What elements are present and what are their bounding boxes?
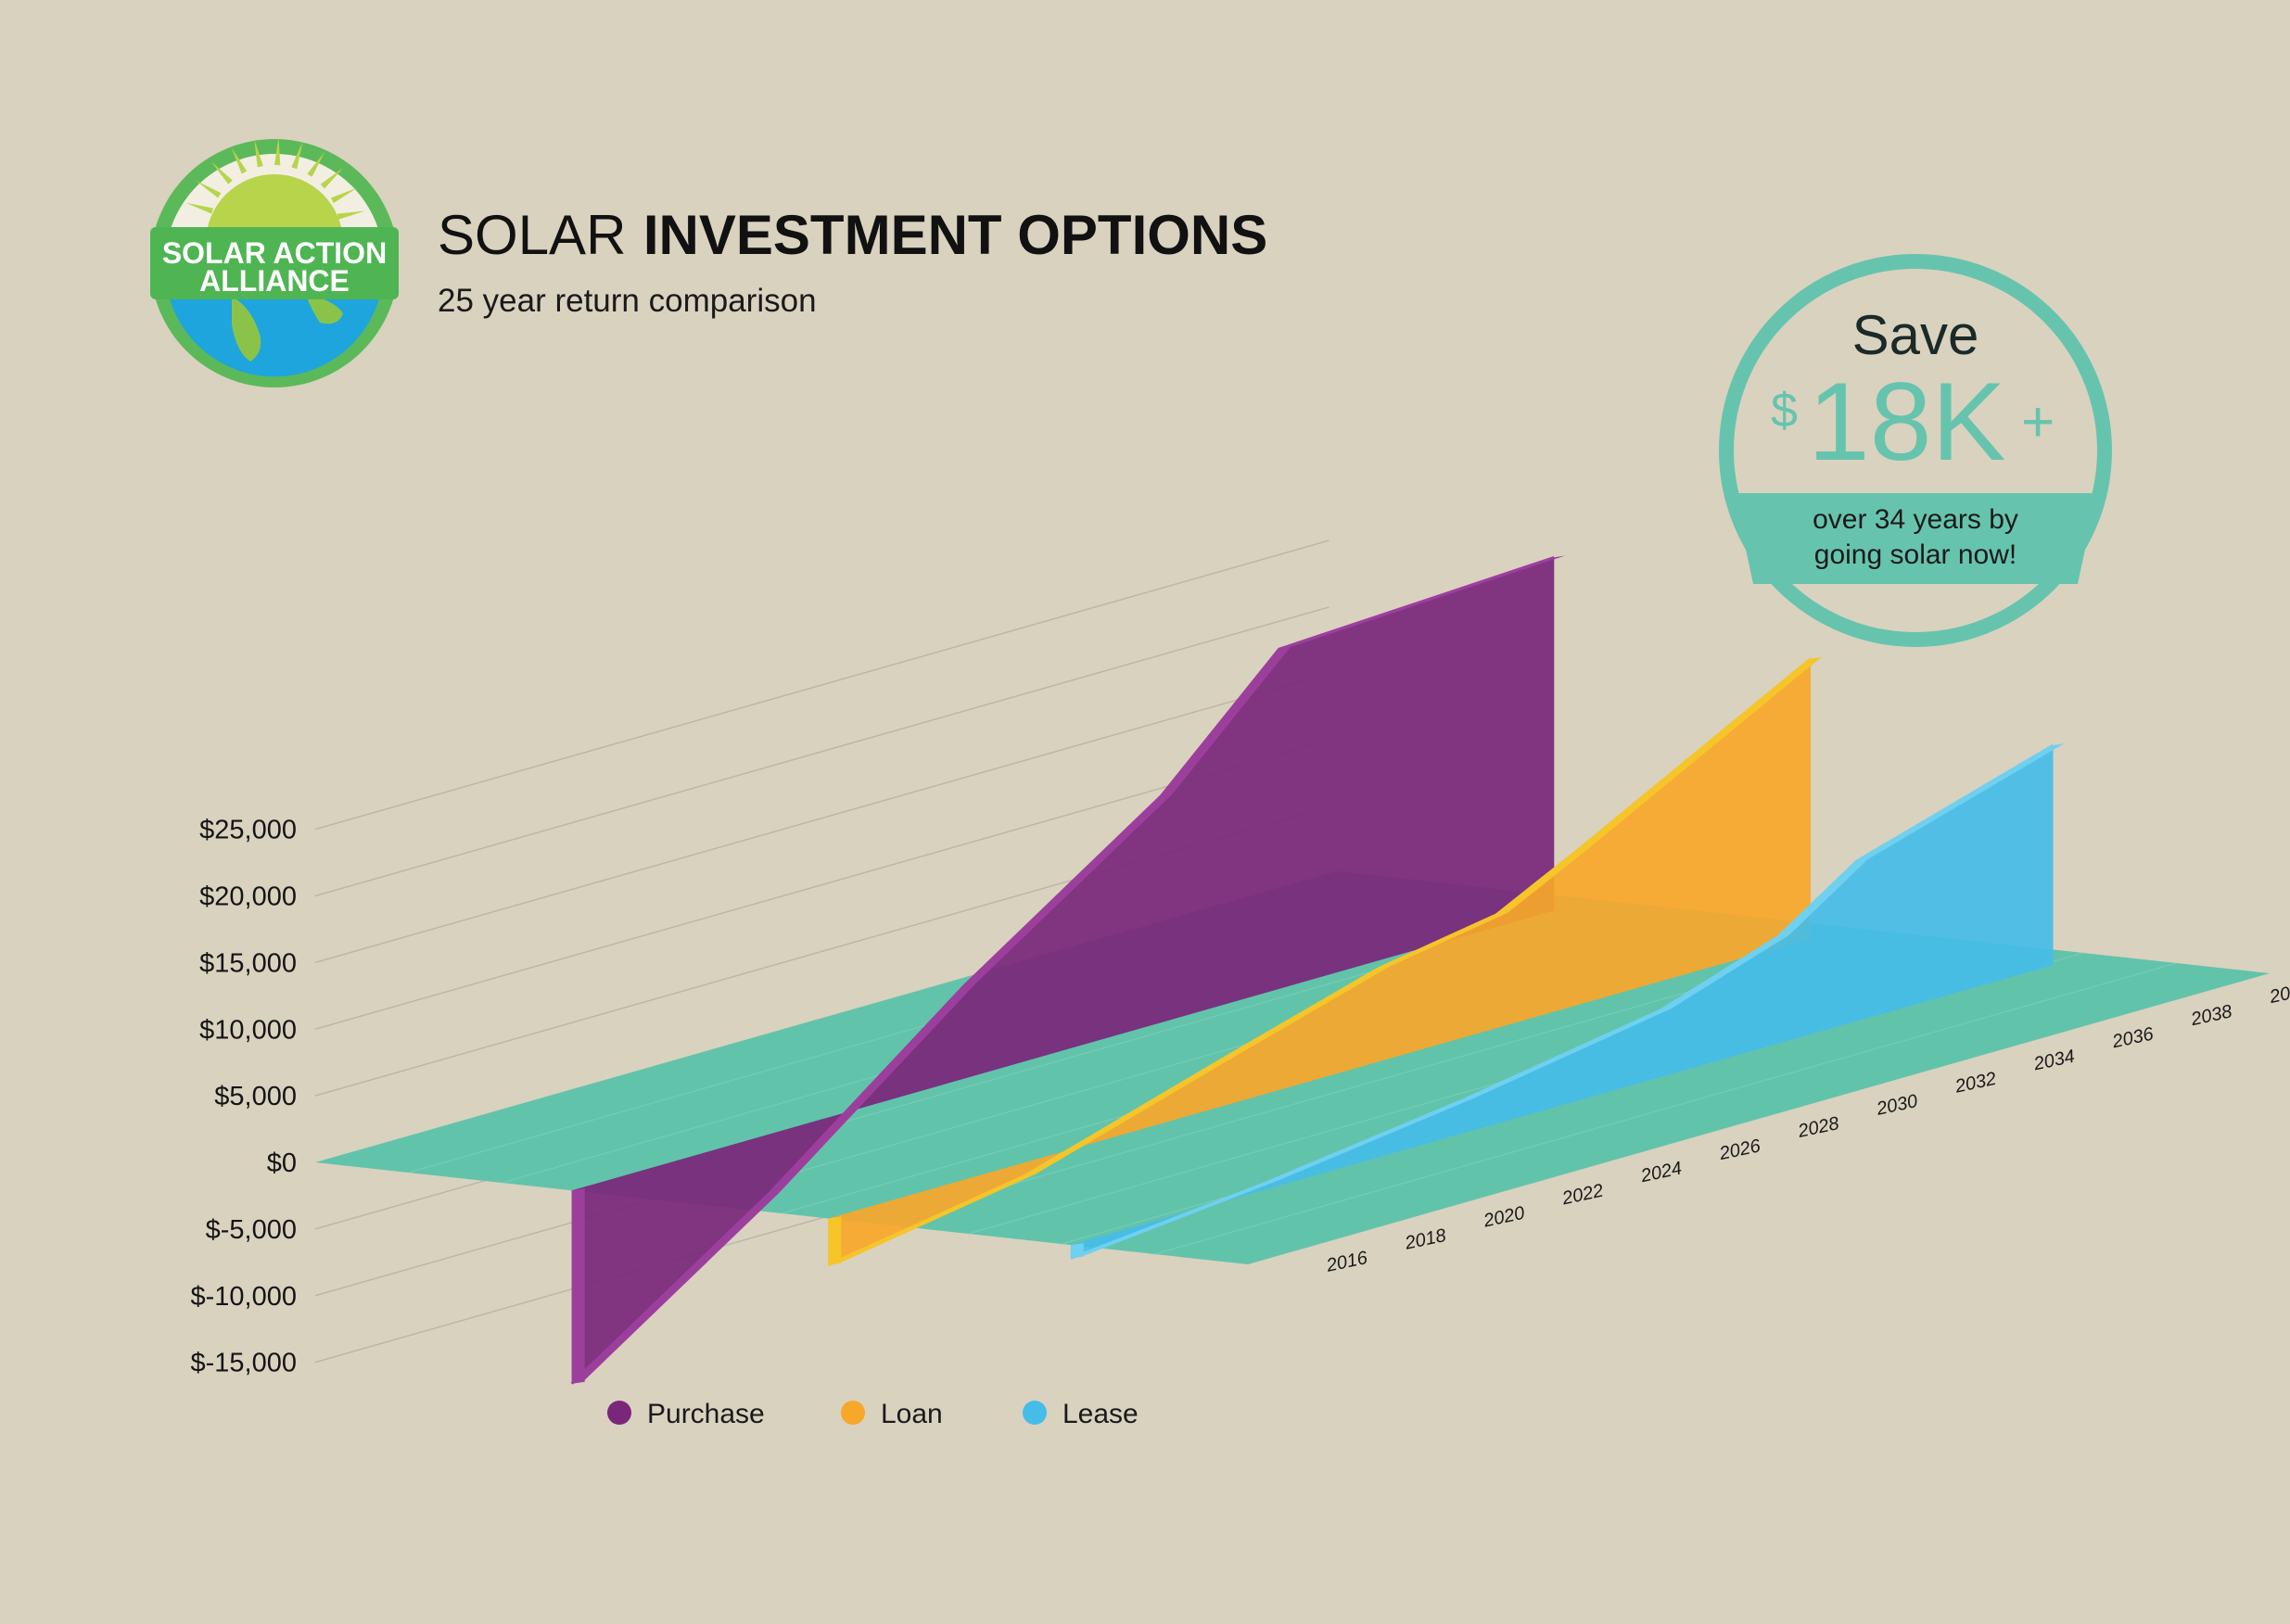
x-tick-label: 2032 — [1953, 1069, 1998, 1097]
sun-ray — [274, 137, 281, 166]
logo-line1: SOLAR ACTION — [162, 236, 387, 270]
sun-ray — [231, 147, 248, 174]
y-tick-label: $-15,000 — [191, 1349, 298, 1378]
y-tick-label: $-10,000 — [191, 1282, 298, 1312]
y-tick-label: $20,000 — [199, 882, 297, 912]
badge-plus: + — [2021, 390, 2055, 454]
title-light: SOLAR — [438, 204, 626, 266]
sun-ray — [291, 141, 303, 170]
x-tick-label: 2036 — [2110, 1023, 2156, 1052]
y-axis-ticks: $25,000 $20,000 $15,000 $10,000 $5,000 $0 $-5,… — [191, 816, 298, 1378]
legend-swatch-lease — [1023, 1401, 1047, 1425]
y-tick-label: $10,000 — [199, 1015, 297, 1045]
series-areas — [570, 555, 2065, 1385]
x-tick-label: 2020 — [1481, 1203, 1526, 1232]
y-tick-label: $5,000 — [214, 1082, 297, 1111]
logo-line2: ALLIANCE — [199, 264, 350, 298]
sun-ray — [254, 139, 263, 168]
series-loan — [827, 656, 1822, 1267]
start-wall-purchase — [571, 1188, 585, 1384]
badge-note-line1: over 34 years by — [1813, 504, 2018, 535]
gridline — [314, 606, 1329, 897]
logo-ocean — [167, 287, 382, 377]
x-tick-label: 2040 — [2267, 979, 2290, 1008]
start-wall-loan — [828, 1216, 842, 1265]
x-tick-label: 2030 — [1874, 1091, 1919, 1120]
badge-ring — [1719, 254, 2112, 647]
x-tick-label: 2038 — [2188, 1001, 2233, 1030]
y-tick-label: $15,000 — [199, 948, 297, 978]
savings-badge: Save $ 18K + over 34 years by going sola… — [1719, 254, 2112, 647]
series-lease — [1070, 743, 2065, 1260]
legend-label-lease: Lease — [1062, 1399, 1139, 1429]
x-tick-label: 2022 — [1559, 1181, 1605, 1210]
line-loan — [827, 657, 1812, 1267]
x-tick-label: 2024 — [1638, 1158, 1684, 1186]
gridline — [314, 673, 1329, 964]
x-tick-label: 2016 — [1324, 1248, 1370, 1276]
title-bold: INVESTMENT OPTIONS — [643, 204, 1267, 266]
gridline — [314, 739, 1329, 1030]
y-tick-label: $-5,000 — [206, 1215, 297, 1245]
series-purchase — [570, 555, 1566, 1385]
page-subtitle: 25 year return comparison — [438, 283, 817, 319]
x-tick-label: 2018 — [1403, 1225, 1448, 1254]
gridline — [314, 539, 1329, 831]
badge-banner — [1734, 493, 2097, 584]
logo-band — [150, 227, 399, 299]
badge-amount: 18K — [1808, 360, 2006, 484]
legend: Purchase Loan Lease — [607, 1399, 1139, 1429]
y-tick-label: $0 — [267, 1148, 297, 1178]
legend-swatch-loan — [841, 1401, 865, 1425]
sun-ray — [307, 152, 325, 177]
y-tick-label: $25,000 — [199, 816, 297, 845]
investment-chart: $25,000 $20,000 $15,000 $10,000 $5,000 $0 $-5,… — [191, 539, 2290, 1385]
badge-currency: $ — [1771, 384, 1798, 438]
globe-land-icon — [232, 295, 343, 362]
badge-note-line2: going solar now! — [1814, 539, 2016, 570]
area-lease — [1070, 745, 2054, 1259]
solar-action-alliance-logo: SOLAR ACTION ALLIANCE — [150, 137, 399, 387]
sun-ray — [185, 202, 213, 214]
x-tick-label: 2026 — [1717, 1136, 1763, 1164]
sun-ray — [211, 161, 233, 184]
floor-gridline — [1154, 962, 2177, 1255]
sun-ray — [196, 180, 222, 198]
legend-swatch-purchase — [607, 1401, 631, 1425]
x-tick-label: 2034 — [2031, 1047, 2077, 1075]
sun-ray — [337, 210, 365, 220]
area-loan — [828, 658, 1811, 1265]
sun-ray — [320, 168, 344, 189]
sun-ray — [330, 187, 358, 204]
legend-label-loan: Loan — [881, 1399, 943, 1429]
start-wall-lease — [1070, 1243, 1084, 1259]
page-title: SOLAR INVESTMENT OPTIONS — [438, 204, 1267, 266]
area-purchase — [571, 557, 1555, 1384]
line-lease — [1070, 743, 2055, 1260]
line-purchase — [570, 555, 1555, 1385]
legend-label-purchase: Purchase — [647, 1399, 765, 1429]
badge-save-label: Save — [1852, 304, 1979, 366]
x-tick-label: 2028 — [1795, 1113, 1840, 1142]
